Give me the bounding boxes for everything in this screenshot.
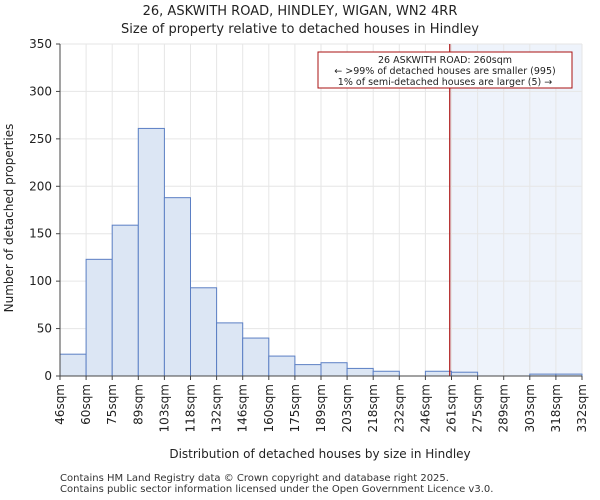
chart-title-line1: 26, ASKWITH ROAD, HINDLEY, WIGAN, WN2 4R… (142, 4, 458, 19)
x-tick-label: 332sqm (575, 384, 589, 432)
y-tick-label: 350 (29, 37, 52, 51)
bar (190, 287, 218, 377)
annotation-box: 26 ASKWITH ROAD: 260sqm← >99% of detache… (317, 51, 573, 89)
bar (163, 197, 191, 377)
annotation-border (317, 51, 573, 89)
bar (268, 355, 296, 377)
annotation-line: ← >99% of detached houses are smaller (9… (334, 66, 555, 77)
x-tick-label: 189sqm (314, 384, 328, 432)
footer-line2: Contains public sector information licen… (60, 484, 494, 495)
x-tick-label: 60sqm (79, 384, 93, 425)
y-tick-label: 300 (29, 84, 52, 98)
annotation-line: 1% of semi-detached houses are larger (5… (338, 77, 552, 88)
bar (424, 370, 452, 377)
footer-line1: Contains HM Land Registry data © Crown c… (60, 473, 449, 484)
x-tick-label: 175sqm (288, 384, 302, 432)
x-tick-label: 89sqm (131, 384, 145, 425)
x-tick-label: 218sqm (366, 384, 380, 432)
bar (372, 370, 400, 377)
y-tick-label: 50 (37, 322, 52, 336)
x-tick-label: 246sqm (418, 384, 432, 432)
y-tick-label: 200 (29, 179, 52, 193)
bar (59, 353, 87, 377)
y-tick-label: 100 (29, 274, 52, 288)
x-tick-label: 146sqm (236, 384, 250, 432)
x-tick-label: 289sqm (497, 384, 511, 432)
bar (294, 364, 322, 377)
bar (111, 224, 139, 377)
y-tick-label: 150 (29, 227, 52, 241)
bar (216, 322, 244, 377)
x-tick-label: 118sqm (184, 384, 198, 432)
x-tick-label: 232sqm (392, 384, 406, 432)
x-tick-label: 160sqm (262, 384, 276, 432)
bar (85, 258, 113, 377)
bar (242, 337, 270, 377)
highlight-region (449, 44, 582, 376)
bar (320, 362, 348, 377)
x-tick-label: 132sqm (210, 384, 224, 432)
x-tick-label: 203sqm (340, 384, 354, 432)
chart-title-line2: Size of property relative to detached ho… (121, 22, 479, 37)
y-tick-label: 250 (29, 132, 52, 146)
x-tick-label: 261sqm (445, 384, 459, 432)
y-axis-label: Number of detached properties (2, 124, 16, 313)
bar (346, 367, 374, 377)
x-tick-label: 303sqm (523, 384, 537, 432)
annotation-line: 26 ASKWITH ROAD: 260sqm (378, 55, 512, 66)
x-tick-label: 103sqm (157, 384, 171, 432)
x-tick-label: 75sqm (105, 384, 119, 425)
bar (451, 371, 479, 377)
y-tick-label: 0 (44, 369, 52, 383)
bar (137, 127, 165, 377)
x-axis-label: Distribution of detached houses by size … (169, 447, 470, 461)
x-tick-label: 318sqm (549, 384, 563, 432)
x-tick-label: 46sqm (53, 384, 67, 425)
x-tick-label: 275sqm (471, 384, 485, 432)
chart: 0 50 100 150 200 250 300 350 46sqm 60sqm 75sqm 89s… (2, 37, 589, 461)
